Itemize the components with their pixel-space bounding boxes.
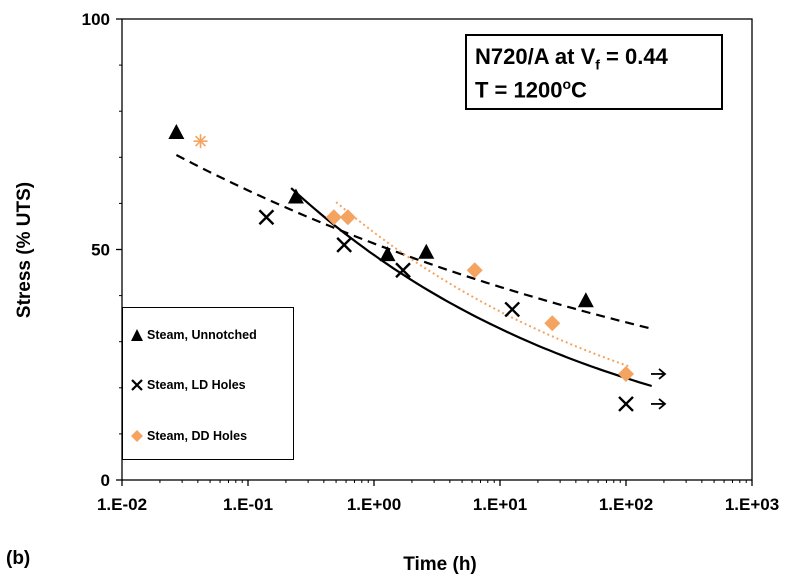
axes: 1.E-02 1.E-01 1.E+00 1.E+01 1.E+02 1.E+03 0 50 1… — [82, 10, 780, 514]
x-axis-title: Time (h) — [403, 554, 477, 575]
annotation-line-2: T = 1200oC — [475, 76, 587, 103]
runout-arrow-head — [658, 398, 667, 410]
legend-item-ld-holes: Steam, LD Holes — [129, 375, 246, 395]
annotation-line1-prefix: N720/A at V — [475, 44, 596, 69]
x-tick-label: 1.E-02 — [97, 495, 147, 514]
diamond-point — [466, 262, 483, 279]
x-tick-label: 1.E+00 — [347, 495, 401, 514]
legend-item-unnotched: Steam, Unnotched — [129, 325, 257, 345]
legend: Steam, Unnotched Steam, LD Holes Steam, … — [122, 307, 294, 460]
y-tick-label: 100 — [82, 10, 110, 29]
triangle-point — [168, 123, 185, 139]
y-axis-title: Stress (% UTS) — [14, 182, 35, 318]
runout-arrow-icon — [651, 398, 667, 410]
triangle-point — [287, 188, 304, 204]
triangle-marker-icon — [129, 327, 145, 343]
diamond-point — [339, 209, 356, 226]
x-tick-label: 1.E+02 — [599, 495, 653, 514]
asterisk-stroke — [195, 135, 207, 147]
y-tick-label: 0 — [101, 471, 110, 490]
triangle-point — [577, 292, 594, 308]
x-point — [504, 301, 521, 318]
annotation-line2-sup: o — [562, 76, 572, 92]
legend-item-dd-holes: Steam, DD Holes — [129, 426, 247, 446]
x-point — [618, 396, 634, 412]
fit-line-0 — [175, 154, 652, 330]
triangle-point — [379, 246, 396, 262]
diamond-point — [618, 365, 634, 382]
x-marker-icon — [129, 377, 145, 393]
annotation-line1-sub: f — [595, 56, 600, 73]
legend-label: Steam, DD Holes — [147, 429, 248, 443]
runout-arrows — [651, 368, 667, 410]
fit-line-2 — [335, 201, 632, 369]
y-tick-label: 50 — [91, 241, 110, 260]
x-point — [395, 262, 411, 279]
x-tick-label: 1.E-01 — [223, 495, 273, 514]
runout-arrow-icon — [651, 368, 667, 380]
annotation-line2-prefix: T = 1200 — [475, 77, 563, 103]
condition-annotation: N720/A at Vf = 0.44 T = 1200oC — [465, 34, 723, 110]
diamond-point — [325, 209, 342, 226]
annotation-line-1: N720/A at Vf = 0.44 — [475, 44, 668, 72]
asterisk-point — [193, 134, 208, 149]
triangle-point — [418, 243, 435, 259]
annotation-line2-suffix: C — [571, 77, 587, 103]
x-tick-label: 1.E+03 — [725, 495, 779, 514]
legend-label: Steam, Unnotched — [147, 328, 257, 342]
x-point — [336, 237, 353, 253]
x-point — [258, 209, 275, 226]
legend-label: Steam, LD Holes — [147, 378, 246, 392]
diamond-point — [544, 315, 561, 332]
panel-label: (b) — [6, 548, 31, 569]
x-tick-label: 1.E+01 — [473, 495, 527, 514]
runout-arrow-head — [658, 368, 667, 380]
diamond-marker-icon — [129, 428, 145, 444]
data-points — [168, 123, 634, 412]
annotation-line1-suffix: = 0.44 — [599, 44, 668, 69]
